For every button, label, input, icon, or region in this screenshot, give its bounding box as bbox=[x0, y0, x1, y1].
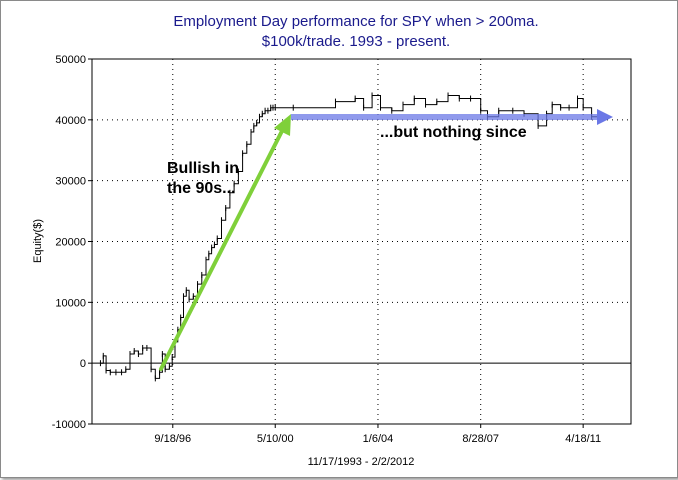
y-tick-label: 40000 bbox=[55, 115, 86, 127]
y-tick-label: -10000 bbox=[52, 419, 86, 431]
x-tick-label: 8/28/07 bbox=[462, 433, 499, 445]
y-tick-label: 0 bbox=[80, 358, 86, 370]
x-tick-label: 5/10/00 bbox=[257, 433, 294, 445]
chart-title: Employment Day performance for SPY when … bbox=[173, 13, 538, 30]
y-tick-label: 30000 bbox=[55, 176, 86, 188]
annotation-bullish-line2: the 90s... bbox=[167, 180, 235, 197]
x-tick-label: 1/6/04 bbox=[363, 433, 394, 445]
x-tick-label: 4/18/11 bbox=[565, 433, 601, 445]
chart-subtitle: $100k/trade. 1993 - present. bbox=[262, 33, 450, 50]
arrow-layer bbox=[159, 109, 613, 371]
y-tick-label: 20000 bbox=[55, 237, 86, 249]
annotation-bullish-line1: Bullish in bbox=[167, 160, 239, 177]
annotation-nothing-since: ...but nothing since bbox=[380, 124, 527, 141]
blue-arrow-head bbox=[597, 109, 613, 125]
blue-arrow-shaft bbox=[291, 114, 597, 120]
green-arrow-shaft bbox=[159, 127, 285, 371]
x-tick-layer: 9/18/96 5/10/00 1/6/04 8/28/07 4/18/11 bbox=[154, 424, 601, 445]
x-tick-label: 9/18/96 bbox=[154, 433, 191, 445]
y-tick-layer: -10000 0 10000 20000 30000 40000 50000 bbox=[52, 54, 92, 431]
y-axis-label: Equity($) bbox=[32, 219, 44, 263]
green-arrow-head bbox=[274, 114, 291, 136]
y-tick-label: 50000 bbox=[55, 54, 86, 66]
y-tick-label: 10000 bbox=[55, 297, 86, 309]
x-axis-label: 11/17/1993 - 2/2/2012 bbox=[308, 456, 415, 468]
